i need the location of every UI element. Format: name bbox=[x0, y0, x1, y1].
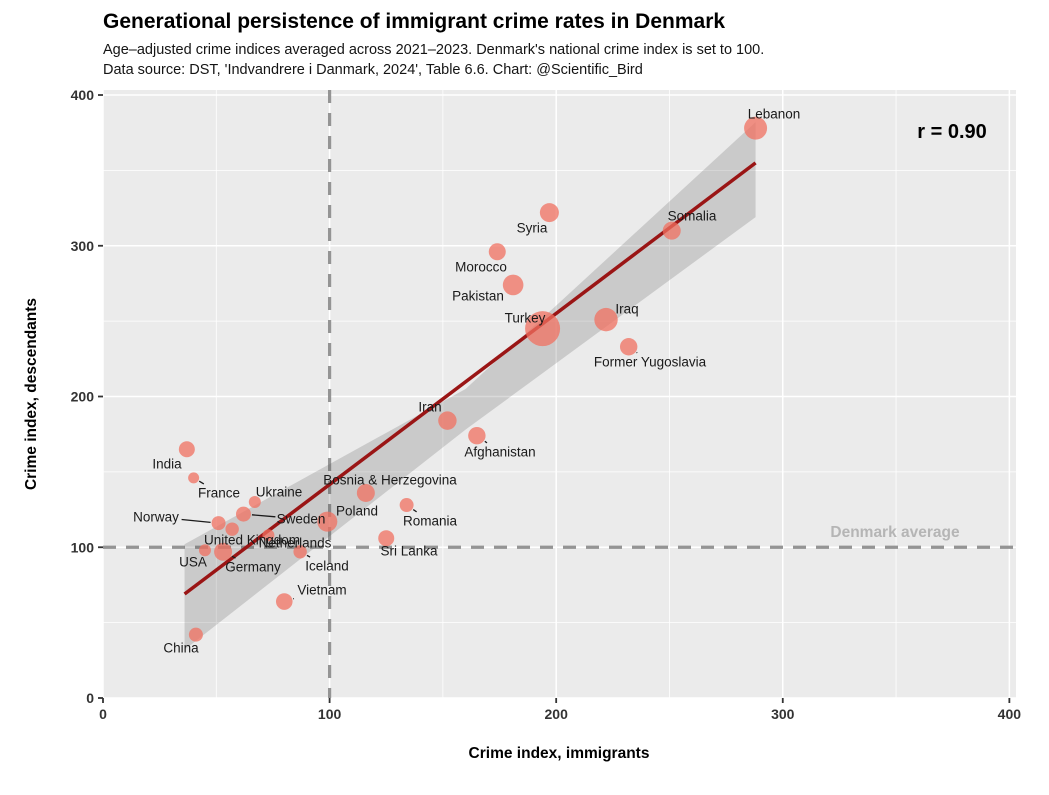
trend-line bbox=[183, 161, 757, 596]
denmark-average-label: Denmark average bbox=[830, 524, 960, 541]
chart-subtitle-line1: Age–adjusted crime indices averaged acro… bbox=[103, 42, 765, 58]
country-label-turkey: Turkey bbox=[505, 311, 546, 326]
country-label-iceland: Iceland bbox=[305, 559, 349, 574]
x-tick-label: 100 bbox=[318, 706, 342, 722]
country-label-lebanon: Lebanon bbox=[748, 107, 801, 122]
country-label-usa: USA bbox=[179, 555, 207, 570]
data-point-china bbox=[188, 627, 203, 642]
country-label-romania: Romania bbox=[403, 514, 458, 529]
country-label-france: France bbox=[198, 486, 240, 501]
label-leader-iceland bbox=[306, 554, 311, 558]
data-point-morocco bbox=[488, 243, 506, 261]
data-point-pakistan bbox=[502, 274, 524, 296]
data-point-united-kingdom bbox=[225, 522, 239, 536]
plot-panel bbox=[103, 90, 1016, 698]
data-point-bosnia-herzegovina bbox=[356, 483, 375, 502]
correlation-annotation: r = 0.90 bbox=[917, 121, 987, 143]
country-label-ukraine: Ukraine bbox=[256, 485, 303, 500]
label-leader-sweden bbox=[251, 514, 276, 518]
data-point-ukraine bbox=[248, 496, 261, 509]
chart-subtitle-line2: Data source: DST, 'Indvandrere i Danmark… bbox=[103, 62, 643, 78]
chart-title: Generational persistence of immigrant cr… bbox=[103, 10, 726, 33]
country-label-india: India bbox=[152, 457, 182, 472]
y-tick-label: 400 bbox=[71, 87, 95, 103]
y-tick-label: 0 bbox=[86, 690, 94, 706]
country-label-pakistan: Pakistan bbox=[452, 289, 504, 304]
data-point-norway bbox=[211, 516, 226, 531]
country-label-former-yugoslavia: Former Yugoslavia bbox=[594, 355, 707, 370]
country-label-sweden: Sweden bbox=[277, 512, 326, 527]
data-point-sweden bbox=[235, 506, 251, 522]
data-point-syria bbox=[539, 203, 559, 223]
data-point-vietnam bbox=[275, 593, 293, 610]
y-tick-label: 300 bbox=[71, 238, 95, 254]
data-point-india bbox=[178, 441, 195, 458]
y-axis-title: Crime index, descendants bbox=[23, 297, 40, 491]
data-point-france bbox=[188, 472, 200, 484]
data-point-iceland bbox=[293, 545, 307, 559]
data-point-former-yugoslavia bbox=[619, 338, 638, 356]
y-tick-label: 100 bbox=[71, 539, 95, 555]
data-point-romania bbox=[399, 498, 414, 513]
label-leader-france bbox=[198, 480, 205, 485]
data-point-somalia bbox=[662, 221, 681, 240]
country-label-china: China bbox=[163, 641, 199, 656]
country-label-norway: Norway bbox=[133, 510, 179, 525]
country-label-iran: Iran bbox=[418, 400, 441, 415]
country-label-morocco: Morocco bbox=[455, 260, 507, 275]
x-tick-label: 400 bbox=[998, 706, 1022, 722]
country-label-netherlands: Netherlands bbox=[259, 536, 332, 551]
data-point-usa bbox=[198, 544, 211, 557]
x-tick-label: 300 bbox=[771, 706, 795, 722]
data-point-poland bbox=[317, 511, 338, 532]
country-label-iraq: Iraq bbox=[615, 302, 638, 317]
country-label-afghanistan: Afghanistan bbox=[464, 445, 535, 460]
country-label-somalia: Somalia bbox=[668, 209, 717, 224]
x-tick-label: 200 bbox=[545, 706, 569, 722]
country-label-united-kingdom: United Kingdom bbox=[204, 533, 300, 548]
x-axis-title: Crime index, immigrants bbox=[468, 745, 650, 762]
label-leader-afghanistan bbox=[484, 440, 488, 444]
data-point-netherlands bbox=[262, 529, 275, 542]
data-point-afghanistan bbox=[468, 427, 486, 445]
country-label-sri-lanka: Sri Lanka bbox=[380, 544, 438, 559]
country-label-vietnam: Vietnam bbox=[297, 583, 346, 598]
data-point-turkey bbox=[525, 311, 561, 347]
data-point-germany bbox=[214, 542, 233, 561]
label-leader-romania bbox=[412, 509, 417, 513]
label-leader-germany bbox=[231, 555, 236, 559]
y-tick-label: 200 bbox=[71, 389, 95, 405]
country-label-bosnia-herzegovina: Bosnia & Herzegovina bbox=[323, 473, 457, 488]
country-label-syria: Syria bbox=[517, 221, 548, 236]
data-point-sri-lanka bbox=[378, 530, 395, 547]
x-tick-label: 0 bbox=[99, 706, 107, 722]
country-label-poland: Poland bbox=[336, 504, 378, 519]
data-point-lebanon bbox=[744, 116, 768, 140]
label-leader-norway bbox=[181, 518, 211, 523]
country-label-germany: Germany bbox=[225, 560, 281, 575]
data-point-iran bbox=[438, 411, 457, 430]
data-point-iraq bbox=[594, 307, 618, 332]
